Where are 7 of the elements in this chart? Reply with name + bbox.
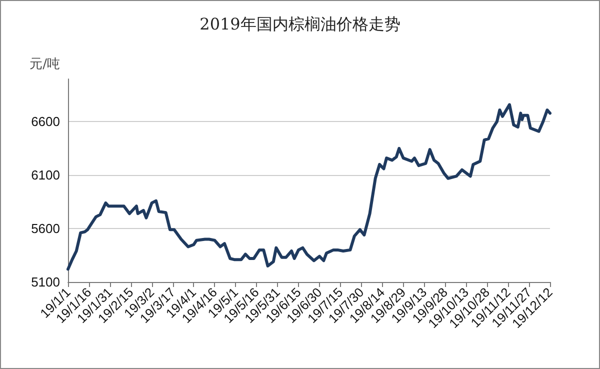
chart-title: 2019年国内棕榈油价格走势 bbox=[200, 14, 400, 34]
y-tick-label: 6100 bbox=[31, 168, 60, 183]
line-series bbox=[66, 103, 552, 271]
y-tick-label: 5100 bbox=[31, 274, 60, 290]
y-tick-label: 6600 bbox=[31, 114, 60, 130]
y-tick-label: 5600 bbox=[31, 221, 60, 236]
y-axis-title: 元/吨 bbox=[30, 57, 60, 72]
